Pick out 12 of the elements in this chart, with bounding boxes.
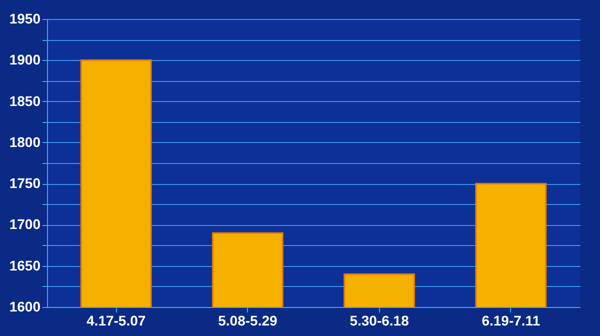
- y-tick-label: 1900: [9, 52, 41, 68]
- x-tick-label: 5.30-6.18: [350, 312, 410, 328]
- y-tick-label: 1600: [9, 298, 41, 314]
- x-tick-label: 5.08-5.29: [218, 312, 278, 328]
- x-tick-label: 6.19-7.11: [482, 312, 540, 328]
- y-tick-label: 1700: [9, 216, 41, 232]
- y-tick-label: 1850: [9, 92, 41, 109]
- x-tick-label: 4.17-5.07: [86, 312, 146, 328]
- y-tick-label: 1650: [9, 257, 41, 274]
- y-tick-label: 1750: [9, 175, 41, 192]
- y-tick-label: 1800: [9, 134, 41, 150]
- y-tick-label: 1950: [9, 10, 41, 26]
